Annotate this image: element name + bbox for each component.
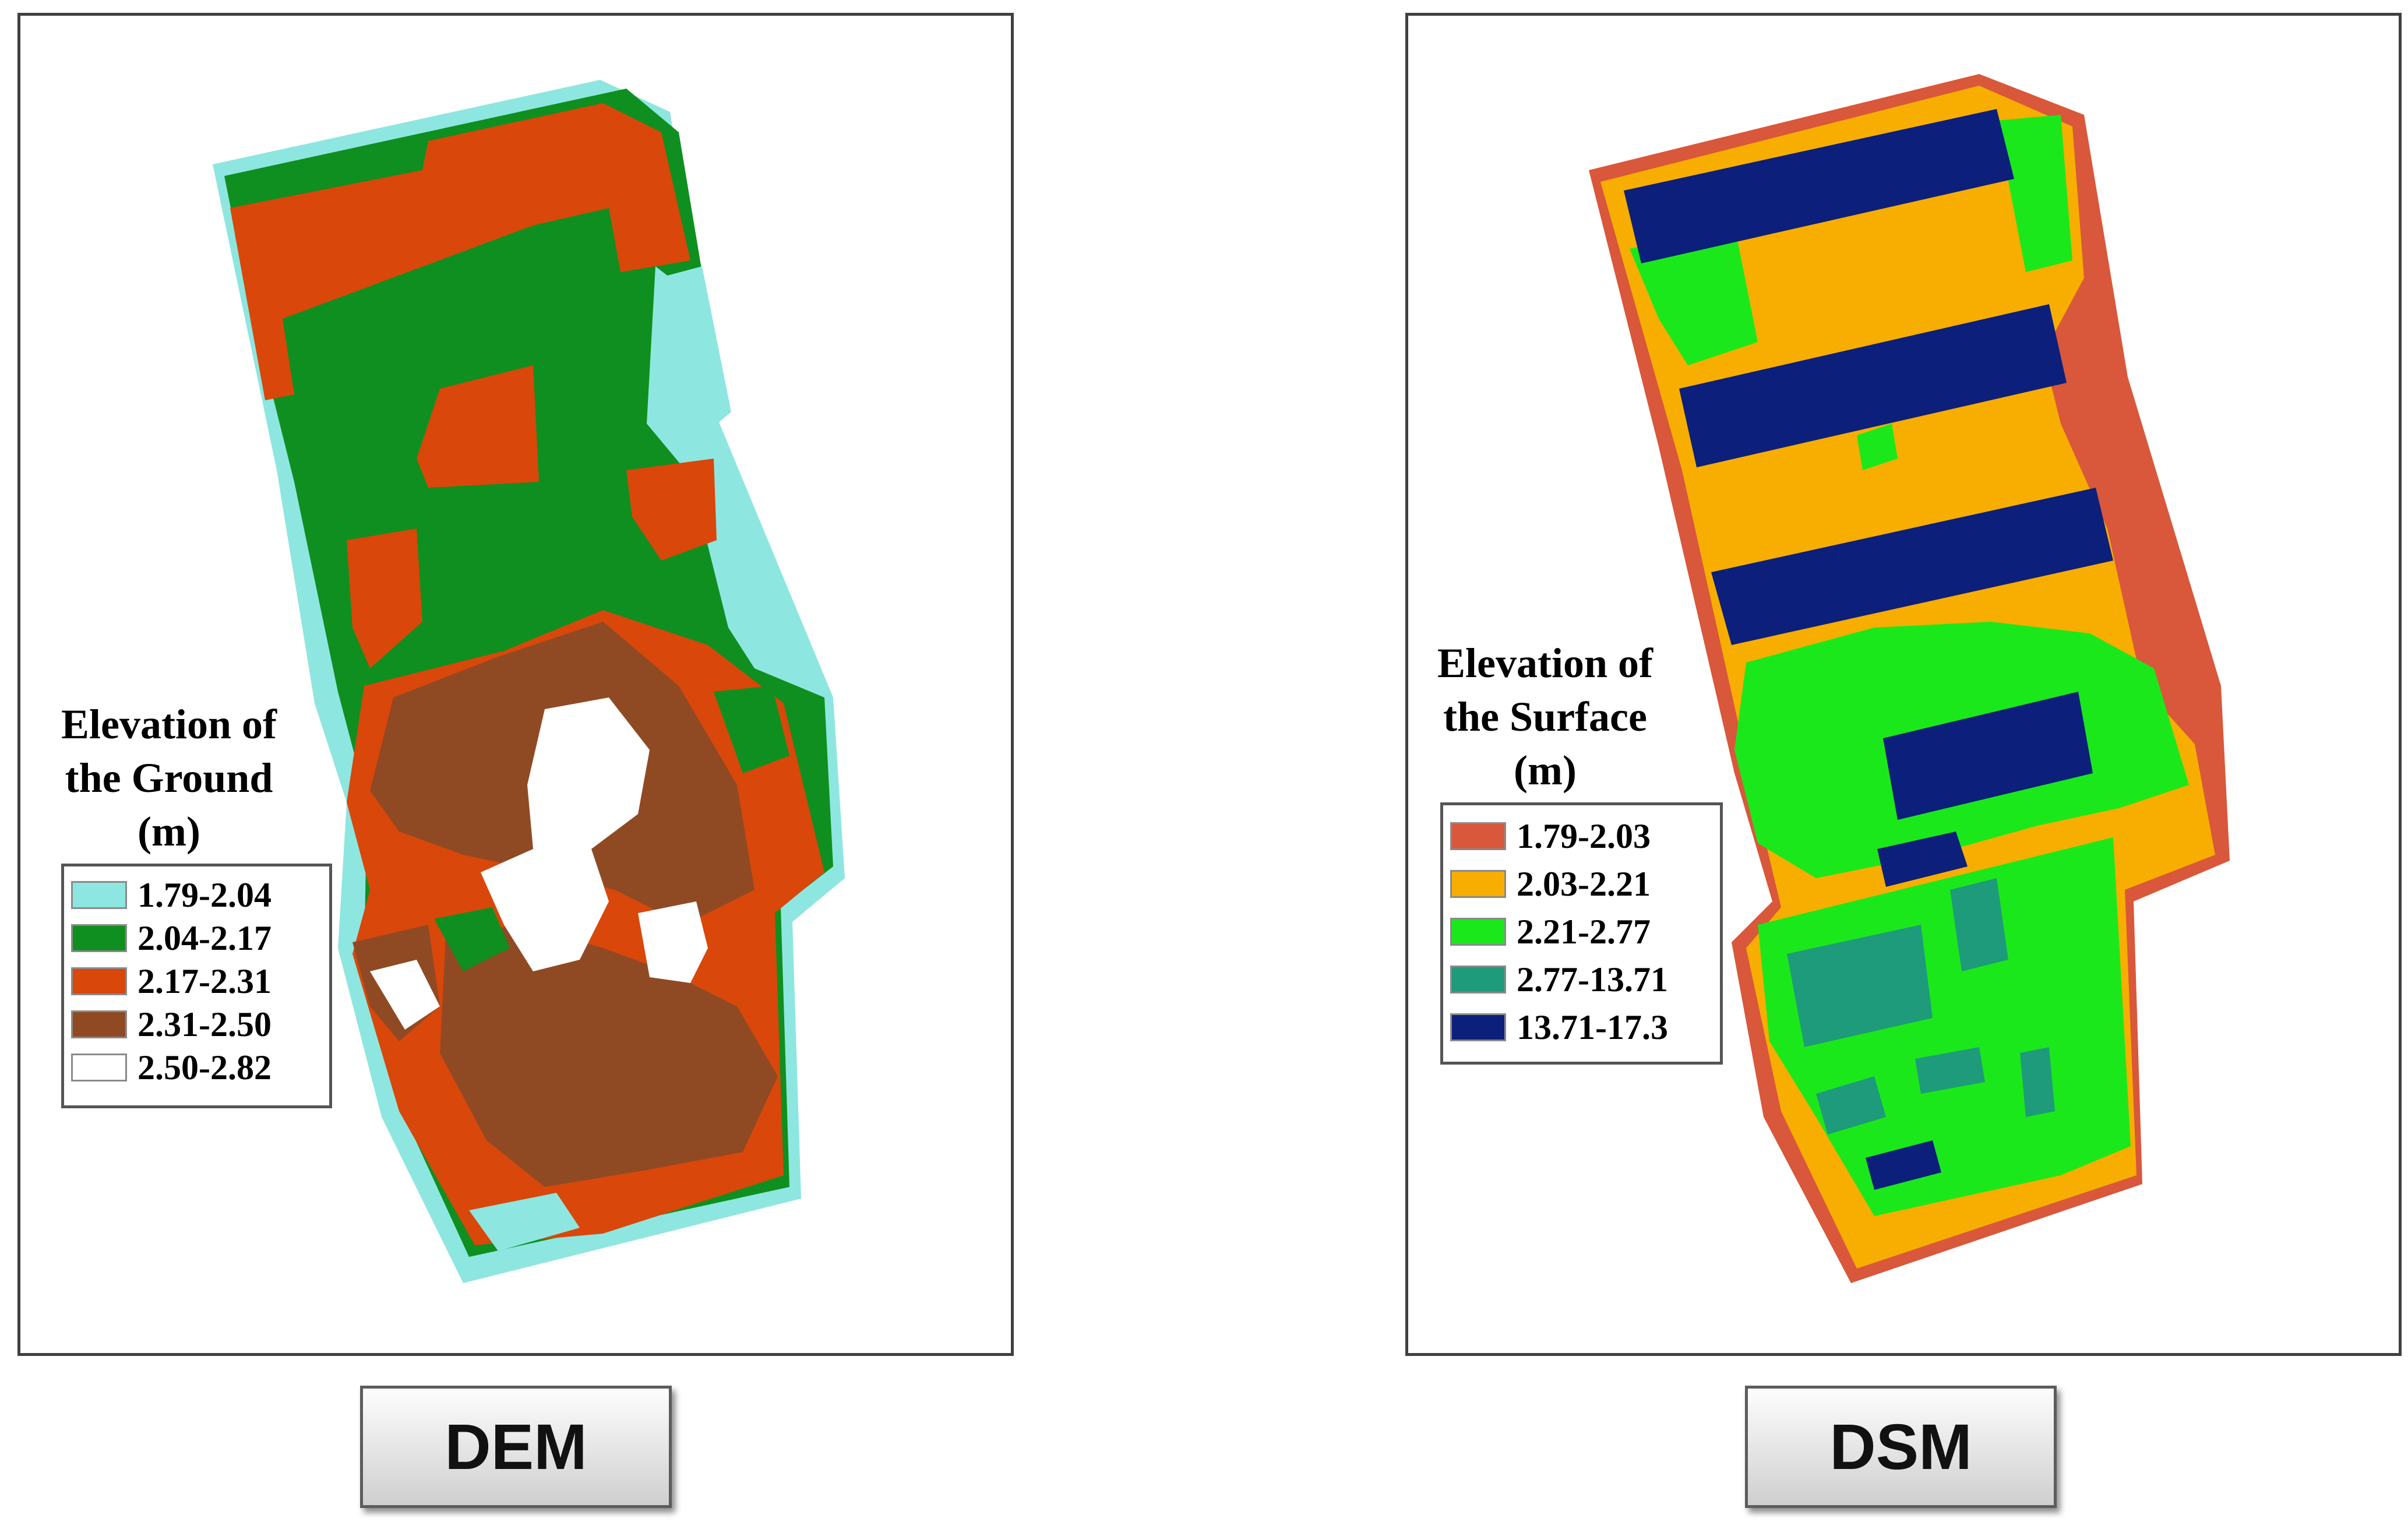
dsm-zone-13-71-17-3 (1877, 832, 1968, 887)
dem-legend-title: Elevation of the Ground (m) (35, 697, 303, 858)
dsm-legend-item: 13.71-17.3 (1450, 1003, 1713, 1051)
dsm-zone-2-21-2-77 (1857, 424, 1898, 470)
dem-zone-2-17-2-31 (417, 365, 539, 488)
dem-zone-2-50-2-82 (370, 960, 440, 1030)
dem-legend-title-line2: the Ground (65, 755, 273, 801)
dsm-legend-item: 2.03-2.21 (1450, 860, 1713, 908)
dsm-legend-item: 2.77-13.71 (1450, 956, 1713, 1003)
dsm-zone-13-71-17-3 (1624, 109, 2014, 263)
dem-zone-2-17-2-31 (626, 459, 717, 561)
dem-legend-swatch (71, 1010, 127, 1038)
dem-legend-title-line1: Elevation of (61, 701, 277, 748)
dem-legend-label: 1.79-2.04 (138, 875, 272, 914)
dsm-legend-label: 13.71-17.3 (1517, 1007, 1668, 1047)
dem-legend-label: 2.31-2.50 (138, 1005, 272, 1044)
dsm-legend-swatch (1450, 1013, 1506, 1041)
dsm-map-frame: Elevation of the Surface (m) 1.79-2.03 2… (1405, 13, 2402, 1356)
dem-legend-swatch (71, 967, 127, 995)
dsm-legend-label: 2.77-13.71 (1517, 960, 1668, 999)
dsm-zone-2-77-13-71 (1950, 878, 2008, 971)
dsm-legend-title-line2: the Surface (1443, 693, 1647, 740)
dem-legend-item: 1.79-2.04 (71, 873, 322, 917)
dsm-elevation-map (1589, 74, 2230, 1283)
dem-legend-item: 2.50-2.82 (71, 1046, 322, 1089)
dsm-legend-swatch (1450, 870, 1506, 898)
dem-zone-2-17-2-31 (230, 103, 690, 400)
dem-legend-item: 2.17-2.31 (71, 960, 322, 1003)
dsm-legend-label: 1.79-2.03 (1517, 816, 1651, 855)
dem-legend-label: 2.17-2.31 (138, 961, 272, 1000)
dsm-zone-13-71-17-3 (1711, 488, 2113, 645)
dem-legend-swatch (71, 1054, 127, 1081)
dsm-zone-2-77-13-71 (1816, 1076, 1886, 1135)
dsm-legend-swatch (1450, 822, 1506, 850)
dem-legend-swatch (71, 881, 127, 909)
dem-zone-1-79-2-04 (658, 266, 731, 441)
dem-zone-2-50-2-82 (481, 697, 650, 971)
dsm-zone-13-71-17-3 (1883, 692, 2093, 820)
dem-legend: 1.79-2.04 2.04-2.17 2.17-2.31 2.31-2.50 … (61, 864, 332, 1108)
dsm-legend-label: 2.03-2.21 (1517, 864, 1651, 903)
dsm-legend-title-line1: Elevation of (1437, 640, 1653, 686)
dsm-legend-label: 2.21-2.77 (1517, 912, 1651, 951)
dsm-legend-swatch (1450, 918, 1506, 946)
dem-zone-2-31-2-50 (440, 925, 778, 1187)
dsm-button[interactable]: DSM (1745, 1386, 2057, 1508)
dem-zone-2-04-2-17 (434, 907, 510, 971)
dem-zone-2-17-2-31 (347, 529, 422, 668)
dsm-zone-2-21-2-77 (1630, 226, 1758, 365)
dem-map-frame: Elevation of the Ground (m) 1.79-2.04 2.… (17, 13, 1014, 1356)
dsm-legend-title: Elevation of the Surface (m) (1411, 636, 1679, 797)
dem-elevation-map (213, 80, 845, 1283)
dem-legend-item: 2.04-2.17 (71, 917, 322, 960)
dsm-zone-2-77-13-71 (2020, 1047, 2055, 1117)
dem-button[interactable]: DEM (360, 1386, 672, 1508)
dsm-zone-2-21-2-77 (1997, 115, 2072, 272)
dsm-legend-swatch (1450, 966, 1506, 994)
dsm-legend-title-line3: (m) (1514, 747, 1577, 794)
dsm-legend-item: 1.79-2.03 (1450, 812, 1713, 860)
dem-legend-title-line3: (m) (138, 808, 200, 855)
dem-zone-2-50-2-82 (638, 901, 708, 983)
dsm-zone-2-77-13-71 (1787, 925, 1933, 1047)
dsm-zone-13-71-17-3 (1866, 1140, 1941, 1190)
dem-legend-item: 2.31-2.50 (71, 1003, 322, 1046)
dem-legend-swatch (71, 924, 127, 952)
dem-legend-label: 2.04-2.17 (138, 918, 272, 957)
dem-zone-2-04-2-17 (714, 686, 789, 773)
dem-legend-label: 2.50-2.82 (138, 1048, 272, 1087)
dsm-legend: 1.79-2.03 2.03-2.21 2.21-2.77 2.77-13.71… (1440, 802, 1723, 1065)
dsm-legend-item: 2.21-2.77 (1450, 908, 1713, 956)
dsm-zone-13-71-17-3 (1679, 304, 2067, 467)
dem-zone-1-79-2-04 (469, 1193, 580, 1251)
dsm-zone-2-77-13-71 (1915, 1047, 1985, 1094)
